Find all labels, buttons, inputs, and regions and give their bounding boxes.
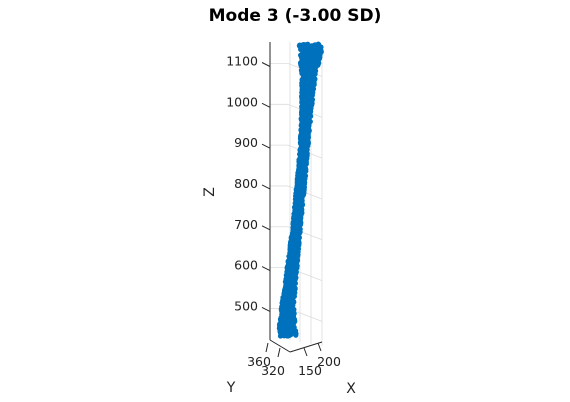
- data-points: [276, 41, 324, 339]
- y-tick-label: 320: [261, 363, 285, 378]
- z-tick-mark: [261, 306, 271, 312]
- y-axis-line: [269, 339, 291, 353]
- z-tick-label: 900: [234, 135, 258, 150]
- z-tick-label: 700: [234, 217, 258, 232]
- data-point: [300, 42, 306, 48]
- x-axis-line: [289, 341, 323, 353]
- z-tick-mark: [261, 102, 271, 108]
- y-tick-label: 360: [247, 354, 271, 369]
- data-point: [305, 41, 311, 47]
- x-tick-label: 200: [317, 354, 341, 369]
- axes: [269, 42, 323, 353]
- z-tick-mark: [261, 143, 271, 149]
- x-axis-label: X: [346, 381, 356, 397]
- z-tick-mark: [261, 225, 271, 231]
- x-tick-mark: [317, 342, 322, 352]
- z-tick-mark: [261, 184, 271, 190]
- z-tick-label: 500: [234, 298, 258, 313]
- z-tick-mark: [261, 266, 271, 272]
- data-point: [312, 42, 318, 48]
- z-tick-mark: [261, 62, 271, 67]
- chart-title: Mode 3 (-3.00 SD): [209, 6, 382, 26]
- y-tick-mark: [265, 342, 269, 353]
- x-tick-label: 150: [298, 363, 322, 378]
- z-tick-label: 800: [234, 176, 258, 191]
- y-tick-mark: [277, 347, 281, 358]
- y-axis-label: Y: [226, 380, 236, 396]
- z-axis-label: Z: [202, 187, 218, 197]
- x-tick-mark: [303, 347, 308, 357]
- z-tick-label: 600: [234, 258, 258, 273]
- z-tick-label: 1100: [226, 53, 258, 68]
- z-tick-label: 1000: [226, 94, 258, 109]
